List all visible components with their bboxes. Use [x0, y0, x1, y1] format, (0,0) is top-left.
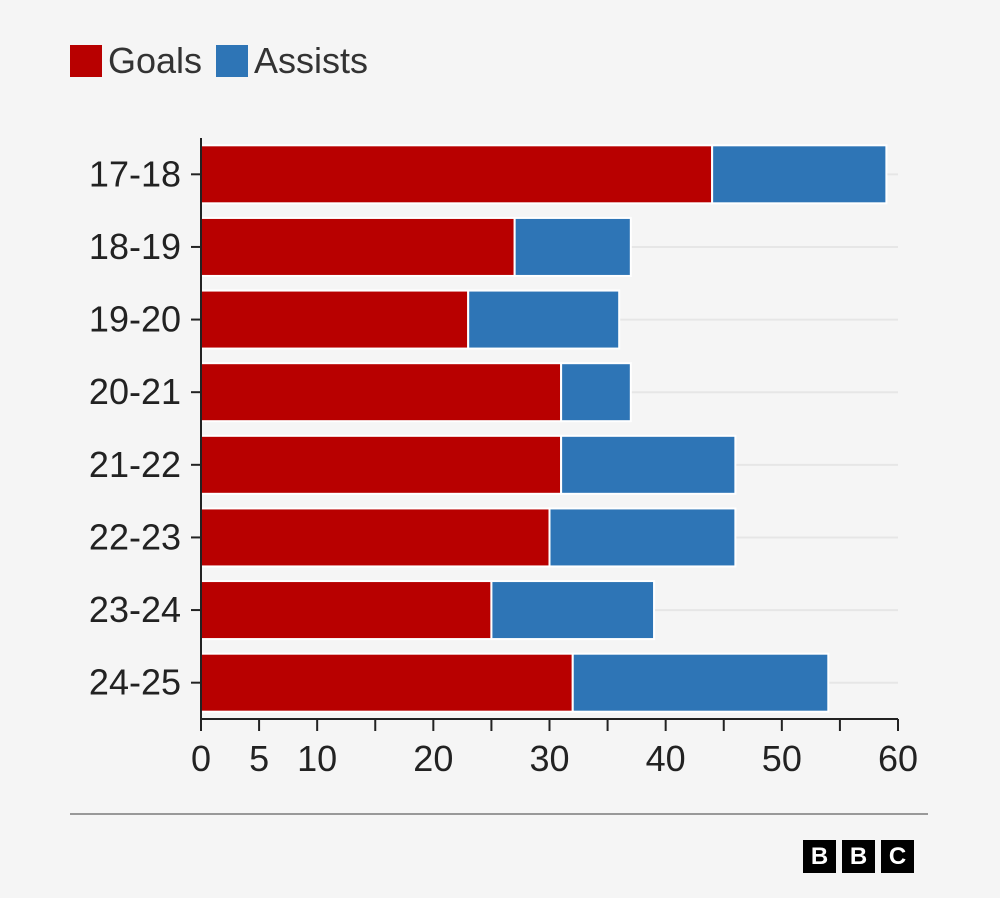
y-tick-label: 19-20	[89, 299, 181, 340]
y-tick-label: 23-24	[89, 589, 181, 630]
x-tick-label: 30	[529, 738, 569, 779]
bbc-logo: B B C	[803, 840, 914, 873]
bar-goals	[200, 652, 574, 713]
bbc-logo-letter: B	[803, 840, 836, 873]
legend-label-assists: Assists	[254, 40, 369, 81]
legend-swatch-assists	[216, 45, 249, 77]
bar-goals	[200, 216, 516, 277]
legend: Goals Assists	[70, 40, 382, 82]
x-tick-label: 60	[878, 738, 918, 779]
bar-assists	[467, 289, 621, 350]
bar-goals	[200, 289, 470, 350]
y-tick-label: 17-18	[89, 153, 181, 194]
x-tick-label: 10	[297, 738, 337, 779]
legend-label-goals: Goals	[108, 40, 203, 81]
bar-assists	[711, 144, 888, 205]
bar-assists	[560, 362, 632, 423]
y-tick-label: 20-21	[89, 371, 181, 412]
x-tick-label: 40	[646, 738, 686, 779]
bbc-logo-letter: C	[881, 840, 914, 873]
bar-assists	[571, 652, 830, 713]
legend-item-goals: Goals	[70, 40, 202, 82]
bar-goals	[200, 580, 493, 641]
y-tick-label: 21-22	[89, 444, 181, 485]
x-tick-label: 20	[413, 738, 453, 779]
bar-assists	[548, 507, 737, 568]
bar-goals	[200, 507, 551, 568]
footer-divider	[70, 813, 928, 815]
bar-goals	[200, 362, 563, 423]
y-tick-label: 22-23	[89, 516, 181, 557]
y-tick-label: 24-25	[89, 662, 181, 703]
legend-swatch-goals	[70, 45, 102, 77]
bar-assists	[560, 434, 737, 495]
bar-assists	[490, 580, 656, 641]
bar-goals	[200, 144, 714, 205]
bar-chart: 17-18 18-19 19-20 20-21 21-22 22-23 23-24 24-25…	[89, 138, 918, 779]
bar-goals	[200, 434, 563, 495]
y-tick-label: 18-19	[89, 226, 181, 267]
legend-item-assists: Assists	[216, 40, 368, 82]
x-tick-label: 0	[191, 738, 211, 779]
bar-assists	[513, 216, 632, 277]
x-tick-label: 5	[249, 738, 269, 779]
bbc-logo-letter: B	[842, 840, 875, 873]
x-tick-label: 50	[762, 738, 802, 779]
